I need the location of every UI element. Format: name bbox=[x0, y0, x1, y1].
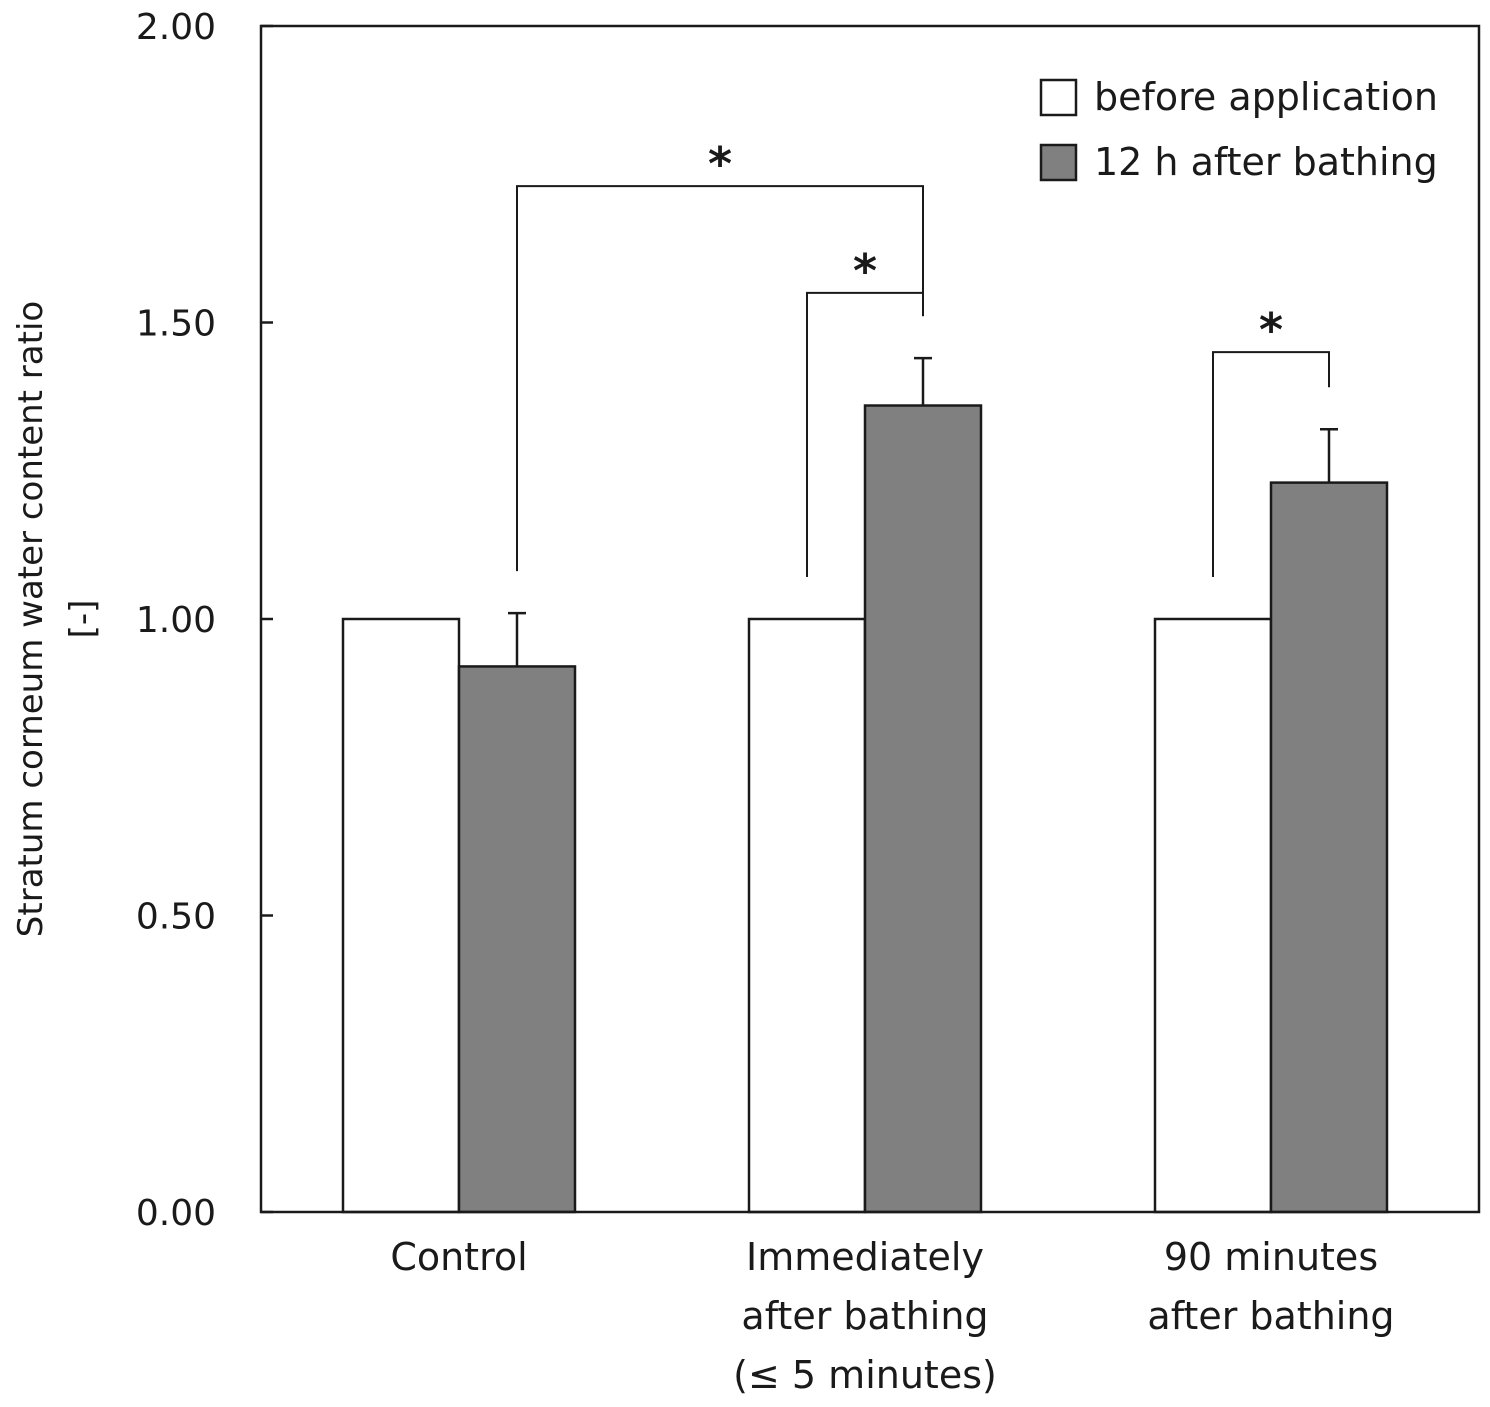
y-tick-label: 0.50 bbox=[136, 897, 216, 938]
category-label: after bathing bbox=[741, 1294, 988, 1338]
bar-12h-after-bathing bbox=[457, 665, 577, 1214]
significance-star: * bbox=[853, 244, 877, 298]
significance-bracket bbox=[806, 291, 924, 577]
category-label: Control bbox=[390, 1235, 527, 1279]
legend-swatch-before-application bbox=[1039, 78, 1078, 117]
legend-label: 12 h after bathing bbox=[1094, 140, 1438, 184]
bar-12h-after-bathing bbox=[863, 404, 983, 1214]
category-label: 90 minutes bbox=[1164, 1235, 1378, 1279]
significance-brackets: * * * bbox=[516, 137, 1330, 577]
y-tick-label: 2.00 bbox=[136, 7, 216, 48]
bar-before-application bbox=[341, 617, 461, 1214]
legend-swatch-12h-after-bathing bbox=[1039, 143, 1078, 182]
bar-before-application bbox=[747, 617, 867, 1214]
y-tick-label: 0.00 bbox=[136, 1193, 216, 1234]
y-axis-title-line: Stratum corneum water content ratio bbox=[11, 301, 51, 937]
error-bars bbox=[508, 356, 1338, 667]
y-axis-title-line: [-] bbox=[63, 600, 103, 639]
category-labels: Control Immediately after bathing (≤ 5 minu… bbox=[390, 1235, 1394, 1397]
significance-bracket bbox=[1212, 351, 1330, 577]
y-axis-title: Stratum corneum water content ratio [-] bbox=[11, 301, 103, 937]
significance-bracket bbox=[516, 185, 924, 572]
plot-frame bbox=[259, 24, 1481, 1214]
category-label: after bathing bbox=[1147, 1294, 1394, 1338]
bars bbox=[341, 404, 1389, 1214]
y-tick-label: 1.50 bbox=[136, 304, 216, 345]
legend: before application 12 h after bathing bbox=[1039, 75, 1438, 184]
bar-before-application bbox=[1153, 617, 1273, 1214]
category-label: (≤ 5 minutes) bbox=[733, 1353, 997, 1397]
bar-12h-after-bathing bbox=[1269, 481, 1389, 1214]
y-axis-ticks: 0.00 0.50 1.00 1.50 2.00 bbox=[136, 7, 273, 1234]
category-label: Immediately bbox=[746, 1235, 984, 1279]
significance-star: * bbox=[1259, 303, 1283, 357]
legend-label: before application bbox=[1094, 75, 1438, 119]
significance-star: * bbox=[708, 137, 732, 191]
y-tick-label: 1.00 bbox=[136, 600, 216, 641]
